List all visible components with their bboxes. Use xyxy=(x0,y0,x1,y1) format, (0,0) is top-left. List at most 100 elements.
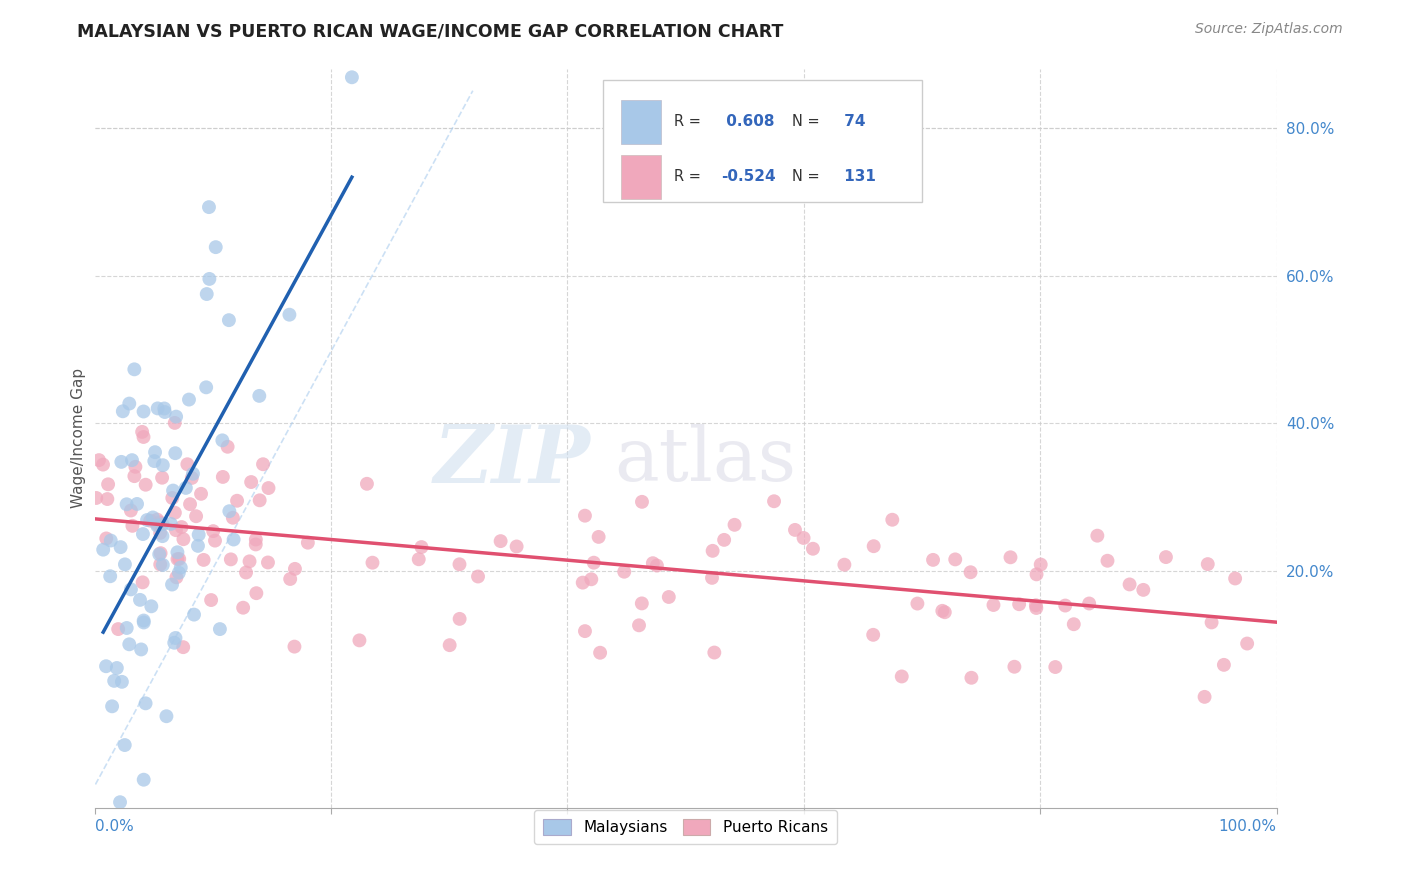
Point xyxy=(245,533,267,547)
Text: 131: 131 xyxy=(839,169,876,185)
Point xyxy=(247,389,270,403)
Point xyxy=(1212,657,1234,672)
Point xyxy=(235,566,257,580)
Point xyxy=(361,556,384,570)
Point xyxy=(783,523,806,537)
Point xyxy=(120,503,142,517)
Point xyxy=(129,642,152,657)
Point xyxy=(135,477,157,491)
Point xyxy=(411,540,433,554)
Point xyxy=(1054,599,1077,613)
Point xyxy=(124,469,146,483)
Point xyxy=(179,497,201,511)
Point xyxy=(148,516,170,530)
Point xyxy=(582,556,605,570)
Text: ZIP: ZIP xyxy=(434,422,591,499)
Point xyxy=(131,425,153,439)
Point xyxy=(153,405,176,419)
Y-axis label: Wage/Income Gap: Wage/Income Gap xyxy=(72,368,86,508)
Point xyxy=(252,457,274,471)
Point xyxy=(114,738,136,752)
Point xyxy=(172,532,194,546)
Point xyxy=(111,404,134,418)
Point xyxy=(1223,572,1246,586)
Point xyxy=(1154,550,1177,565)
Point xyxy=(217,440,239,454)
Point xyxy=(165,446,187,460)
Point xyxy=(183,607,205,622)
Point xyxy=(232,600,254,615)
Point xyxy=(202,524,225,538)
Point xyxy=(100,533,122,548)
Text: N =: N = xyxy=(792,169,820,185)
Point xyxy=(245,537,267,551)
Point xyxy=(349,633,371,648)
Point xyxy=(1000,550,1022,565)
Point xyxy=(613,565,636,579)
Point xyxy=(131,575,153,590)
Point xyxy=(574,624,596,639)
Text: N =: N = xyxy=(792,114,820,129)
Point xyxy=(91,542,114,557)
Point xyxy=(115,497,138,511)
Point xyxy=(1118,577,1140,591)
Point xyxy=(630,596,652,610)
Point xyxy=(581,572,603,586)
Point xyxy=(177,392,200,407)
Point xyxy=(574,508,596,523)
Point xyxy=(124,459,146,474)
Point xyxy=(146,513,169,527)
Point xyxy=(1132,582,1154,597)
FancyBboxPatch shape xyxy=(603,79,922,202)
Point xyxy=(882,513,904,527)
Point xyxy=(943,552,966,566)
Point xyxy=(166,545,188,559)
Point xyxy=(645,558,668,573)
Point xyxy=(162,491,184,505)
Point xyxy=(148,547,170,561)
Point xyxy=(284,562,307,576)
Point xyxy=(101,699,124,714)
Point xyxy=(723,517,745,532)
Point xyxy=(136,513,159,527)
Point xyxy=(408,552,430,566)
Point xyxy=(218,504,240,518)
Point xyxy=(257,556,280,570)
Point xyxy=(222,533,245,547)
Point xyxy=(589,646,612,660)
Point xyxy=(163,416,186,430)
Text: 100.0%: 100.0% xyxy=(1219,819,1277,834)
Point xyxy=(146,517,169,532)
Point xyxy=(162,483,184,498)
Point xyxy=(641,556,664,570)
Point xyxy=(187,539,209,553)
Point xyxy=(111,674,134,689)
Point xyxy=(98,569,121,583)
Point xyxy=(257,481,280,495)
Point xyxy=(103,673,125,688)
Point xyxy=(146,518,169,533)
Point xyxy=(155,709,177,723)
Point xyxy=(165,570,187,584)
Text: MALAYSIAN VS PUERTO RICAN WAGE/INCOME GAP CORRELATION CHART: MALAYSIAN VS PUERTO RICAN WAGE/INCOME GA… xyxy=(77,22,783,40)
Point xyxy=(219,552,242,566)
Point xyxy=(115,621,138,635)
Point xyxy=(218,313,240,327)
Point xyxy=(152,458,174,473)
Text: 0.608: 0.608 xyxy=(721,114,775,129)
Point xyxy=(142,510,165,524)
Point xyxy=(110,455,132,469)
Point xyxy=(449,558,471,572)
Point xyxy=(356,476,378,491)
Point xyxy=(149,525,172,540)
Point xyxy=(449,612,471,626)
Point xyxy=(1085,529,1108,543)
Point xyxy=(862,628,884,642)
Point xyxy=(165,523,187,537)
Point xyxy=(340,70,363,85)
Point xyxy=(143,445,166,459)
Point xyxy=(1045,660,1067,674)
Point xyxy=(1025,601,1047,615)
Point xyxy=(163,506,186,520)
Point xyxy=(96,532,118,546)
